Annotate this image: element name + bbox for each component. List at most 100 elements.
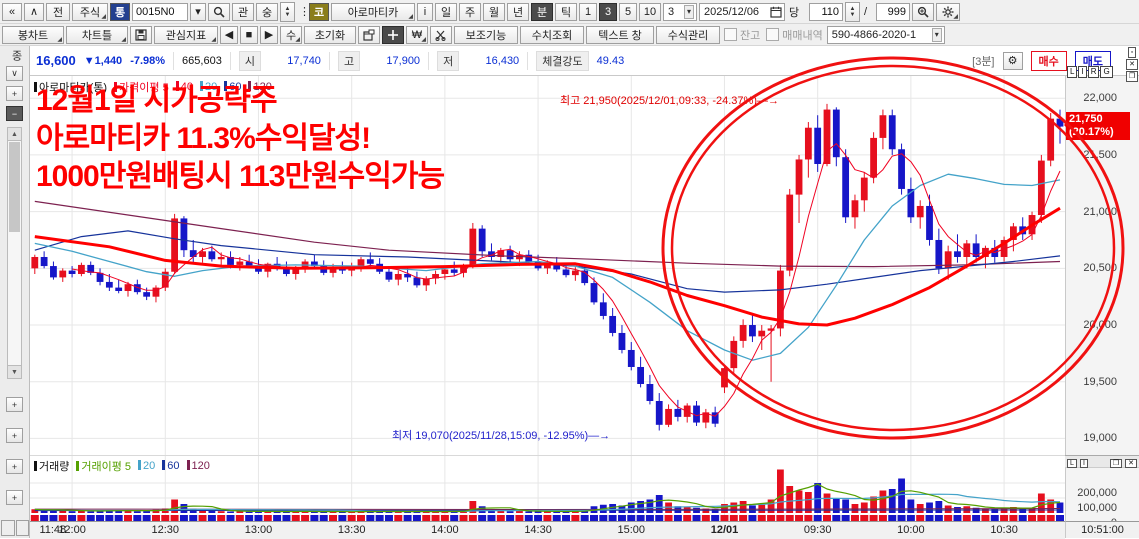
price-tick-label: 21,000 bbox=[1083, 205, 1117, 218]
time-tick-label: 12:30 bbox=[151, 524, 180, 536]
pane-divider: L I ❒ ✕ bbox=[1065, 455, 1139, 468]
scroll-up-icon[interactable]: ▲ bbox=[8, 128, 21, 141]
sidebar-plus-button[interactable]: + bbox=[6, 428, 23, 443]
sidebar-remove-button[interactable]: − bbox=[6, 106, 23, 121]
reset-button[interactable]: 초기화 bbox=[304, 25, 356, 44]
period-minute-button[interactable]: 분 bbox=[531, 2, 553, 21]
gwan-button[interactable]: 관 bbox=[232, 2, 254, 21]
sidebar-plus-button[interactable]: + bbox=[6, 490, 23, 505]
save-button[interactable] bbox=[130, 25, 152, 44]
period-year-button[interactable]: 년 bbox=[507, 2, 529, 21]
min-5-button[interactable]: 5 bbox=[619, 2, 637, 21]
chart-toolbar: 봉차트 ◢ 차트틀 ◢ 관심지표 ◢ ◀ ■ ▶ 수 ◢ 초기화 ₩ ◢ 보조기능 수치조회 텍스트 창 수식관리… bbox=[0, 24, 1139, 46]
won-button[interactable]: ₩ ◢ bbox=[406, 25, 428, 44]
period-tick-button[interactable]: 틱 bbox=[555, 2, 577, 21]
axis-toggle-l[interactable]: L bbox=[1067, 66, 1078, 78]
divider-restore-icon[interactable]: ❒ bbox=[1109, 458, 1123, 468]
price-change-pct: -7.98% bbox=[130, 54, 166, 67]
period-week-button[interactable]: 주 bbox=[459, 2, 481, 21]
count-input[interactable] bbox=[809, 2, 843, 21]
text-window-button[interactable]: 텍스트 창 bbox=[586, 25, 654, 44]
jeon-button[interactable]: 전 bbox=[46, 2, 70, 21]
volume-chart[interactable] bbox=[30, 455, 1065, 516]
code-dropdown-button[interactable]: ▾ bbox=[190, 2, 206, 21]
divider-l-button[interactable]: L bbox=[1067, 458, 1077, 468]
promo-line-3: 1000만원배팅시 113만원수익가능 bbox=[36, 160, 445, 193]
crosshair-button[interactable] bbox=[382, 25, 404, 44]
value-lookup-button[interactable]: 수치조회 bbox=[520, 25, 584, 44]
sidebar-tab[interactable]: 종 bbox=[10, 50, 22, 61]
legend-item: 아로마티카(통) bbox=[34, 79, 107, 95]
chart-template-button[interactable]: 차트틀 ◢ bbox=[66, 25, 128, 44]
balance-checkbox[interactable]: 잔고 bbox=[722, 27, 762, 43]
next-button[interactable]: ▶ bbox=[260, 25, 278, 44]
divider-close-icon[interactable]: ✕ bbox=[1125, 458, 1137, 468]
period-day-button[interactable]: 일 bbox=[435, 2, 457, 21]
formula-manager-button[interactable]: 수식관리 bbox=[656, 25, 720, 44]
scrollbar-thumb[interactable] bbox=[9, 142, 20, 232]
sidebar-plus-button[interactable]: + bbox=[6, 397, 23, 412]
high-label: 고 bbox=[337, 50, 361, 71]
chart-settings-gear-icon[interactable]: ⚙ bbox=[1002, 51, 1023, 70]
min-select[interactable]: 3 ▾ bbox=[663, 2, 697, 21]
sidebar-scrollbar[interactable]: ▲ ▼ bbox=[7, 127, 22, 379]
candle-color-strip bbox=[30, 515, 1065, 521]
total-input[interactable] bbox=[876, 2, 910, 21]
chart-type-button[interactable]: 봉차트 ◢ bbox=[2, 25, 64, 44]
date-input[interactable]: 2025/12/06 bbox=[699, 2, 785, 21]
edge-button[interactable]: ❒ bbox=[1125, 71, 1139, 82]
count-stepper[interactable]: ▲ ▼ bbox=[845, 1, 860, 22]
footer-button[interactable] bbox=[1, 520, 15, 536]
ko-badge[interactable]: 코 bbox=[309, 2, 329, 21]
scroll-down-icon[interactable]: ▼ bbox=[8, 365, 21, 378]
min-10-button[interactable]: 10 bbox=[639, 2, 661, 21]
trade-history-checkbox-box[interactable] bbox=[766, 28, 780, 41]
axis-toggle-i[interactable]: I bbox=[1078, 66, 1087, 78]
volume-legend: 거래량 거래이평 5 20 60 120 bbox=[34, 458, 210, 474]
edge-button[interactable]: ▫ bbox=[1127, 47, 1137, 58]
stop-button[interactable]: ■ bbox=[240, 25, 258, 44]
axis-toggle-r[interactable]: R bbox=[1087, 66, 1100, 78]
time-tick-label: 14:30 bbox=[524, 524, 552, 536]
time-tick-label: 10:00 bbox=[897, 524, 925, 536]
buy-button[interactable]: 매수 bbox=[1030, 50, 1067, 71]
period-month-button[interactable]: 월 bbox=[483, 2, 505, 21]
aux-function-button[interactable]: 보조기능 bbox=[454, 25, 518, 44]
footer-button[interactable] bbox=[15, 520, 29, 536]
time-tick-label: 12/01 bbox=[710, 524, 739, 536]
edge-button[interactable]: ✕ bbox=[1126, 59, 1138, 70]
info-button[interactable]: i bbox=[417, 2, 433, 21]
min-1-button[interactable]: 1 bbox=[579, 2, 597, 21]
sidebar-add-button[interactable]: + bbox=[6, 86, 23, 101]
axis-toggle-g[interactable]: G bbox=[1100, 66, 1113, 78]
low-label: 저 bbox=[437, 50, 460, 71]
divider-i-button[interactable]: I bbox=[1079, 458, 1088, 468]
stock-name-button[interactable]: 아로마티카 ◢ bbox=[331, 2, 415, 21]
asset-type-button[interactable]: 주식 ◢ bbox=[72, 2, 108, 21]
search-button[interactable] bbox=[208, 2, 230, 21]
tools-button[interactable] bbox=[430, 25, 452, 44]
interest-indicator-button[interactable]: 관심지표 ◢ bbox=[154, 25, 218, 44]
promo-line-2: 아로마티카 11.3%수익달성! bbox=[36, 122, 371, 155]
account-select[interactable]: 590-4866-2020-1 ▾ bbox=[826, 25, 945, 44]
su-button[interactable]: 수 ◢ bbox=[280, 25, 302, 44]
clock-box: 10:51:00 bbox=[1065, 521, 1139, 538]
back-button[interactable]: « bbox=[2, 2, 22, 21]
search-plus-button[interactable] bbox=[912, 2, 934, 21]
time-tick-label: 14:00 bbox=[431, 524, 459, 536]
prev-button[interactable]: ◀ bbox=[220, 25, 238, 44]
trade-history-checkbox[interactable]: 매매내역 bbox=[764, 27, 824, 43]
popup-window-button[interactable] bbox=[358, 25, 380, 44]
balance-checkbox-box[interactable] bbox=[724, 28, 737, 41]
sidebar-plus-button[interactable]: + bbox=[6, 459, 23, 474]
sidebar-collapse-button[interactable]: ∨ bbox=[6, 66, 23, 81]
tong-badge[interactable]: 통 bbox=[110, 2, 130, 21]
stock-code-input[interactable] bbox=[132, 2, 188, 21]
collapse-top-button[interactable]: ∧ bbox=[24, 2, 44, 21]
settings-button[interactable]: ◢ bbox=[936, 2, 960, 21]
slash-label: / bbox=[864, 5, 868, 18]
min-3-button[interactable]: 3 bbox=[599, 2, 617, 21]
price-tick-label: 21,500 bbox=[1083, 148, 1117, 161]
stock-stepper[interactable]: ▲ ▼ bbox=[280, 1, 295, 22]
sung-button[interactable]: 숭 bbox=[256, 2, 278, 21]
